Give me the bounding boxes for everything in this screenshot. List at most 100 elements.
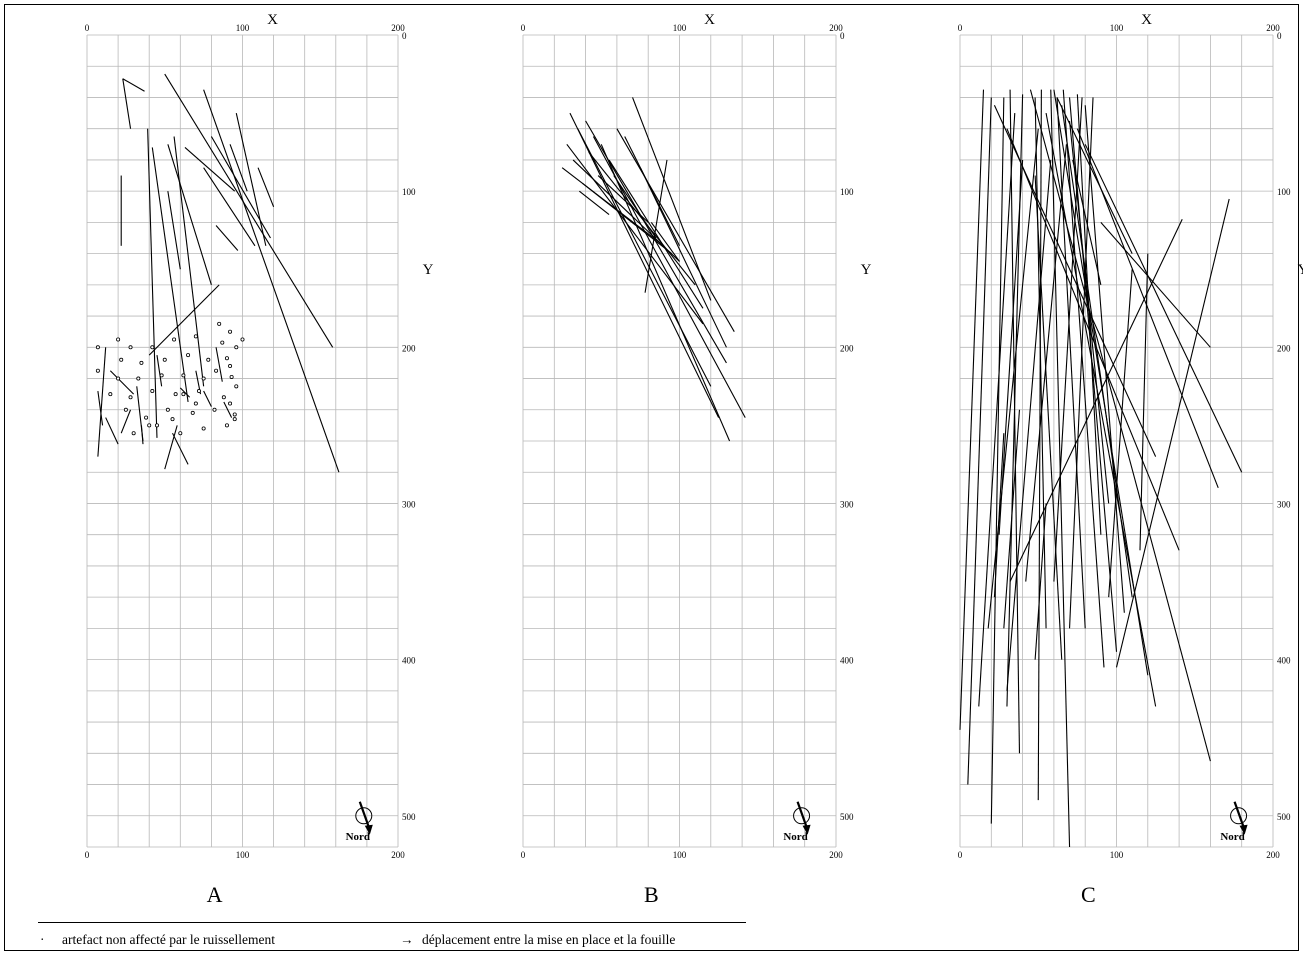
compass-needle bbox=[358, 801, 371, 831]
displacement-line bbox=[1056, 97, 1133, 254]
undisturbed-artefacts bbox=[95, 321, 245, 436]
displacement-line bbox=[959, 89, 985, 730]
displacement-line bbox=[632, 97, 712, 301]
compass-arrowhead bbox=[1239, 824, 1248, 835]
y-tick-label: 500 bbox=[402, 812, 416, 822]
y-tick-label: 500 bbox=[840, 812, 854, 822]
x-tick-label-top: 100 bbox=[236, 23, 250, 33]
x-axis-title: X bbox=[1141, 12, 1152, 28]
artefact-dot bbox=[232, 417, 237, 422]
legend-undisturbed: · artefact non affecté par le ruisselleme… bbox=[40, 932, 275, 948]
displacement-line bbox=[1069, 120, 1110, 504]
legend-dot-symbol: · bbox=[40, 932, 45, 947]
displacement-line bbox=[1100, 222, 1211, 348]
displacement-line bbox=[1084, 105, 1125, 613]
displacement-line bbox=[1053, 97, 1083, 582]
artefact-dot bbox=[131, 431, 136, 436]
displacement-line bbox=[109, 370, 135, 395]
artefact-dot bbox=[123, 407, 128, 412]
x-axis-title: X bbox=[267, 12, 278, 28]
north-label: Nord bbox=[1220, 831, 1244, 843]
displacement-line bbox=[147, 128, 158, 438]
displacement-line bbox=[577, 128, 712, 387]
displacement-line bbox=[987, 128, 1039, 629]
artefact-dot bbox=[154, 423, 159, 428]
displacement-line bbox=[156, 355, 163, 387]
compass-needle bbox=[796, 801, 809, 831]
artefact-dot bbox=[217, 321, 222, 326]
panel-grid bbox=[522, 34, 837, 848]
x-tick-label-top: 200 bbox=[391, 23, 405, 33]
artefact-dot bbox=[144, 415, 149, 420]
artefact-dot bbox=[139, 360, 144, 365]
displacement-line bbox=[1115, 198, 1230, 668]
y-tick-label: 100 bbox=[1277, 187, 1291, 197]
legend-undisturbed-label: artefact non affecté par le ruissellemen… bbox=[62, 932, 276, 947]
displacement-line bbox=[140, 425, 144, 445]
north-label: Nord bbox=[346, 831, 370, 843]
artefact-dot bbox=[228, 401, 233, 406]
artefact-dot bbox=[190, 410, 195, 415]
displacement-line bbox=[105, 417, 119, 445]
displacement-line bbox=[1084, 144, 1243, 473]
displacement-line bbox=[167, 144, 212, 286]
displacement-line bbox=[582, 182, 673, 255]
panel-letter: B bbox=[644, 882, 659, 907]
artefact-dot bbox=[240, 337, 245, 342]
compass-arrowhead bbox=[364, 824, 373, 835]
displacement-line bbox=[1034, 175, 1063, 660]
x-tick-label-top: 200 bbox=[1266, 23, 1280, 33]
y-tick-label: 400 bbox=[840, 656, 854, 666]
artefact-dot bbox=[228, 364, 233, 369]
displacement-line bbox=[1053, 89, 1149, 676]
displacement-line bbox=[229, 144, 248, 192]
displacement-line bbox=[644, 159, 668, 293]
displacement-line bbox=[1108, 269, 1133, 598]
x-tick-label-bottom: 100 bbox=[673, 850, 687, 860]
artefact-dot bbox=[165, 407, 170, 412]
y-tick-label: 100 bbox=[840, 187, 854, 197]
artefact-dot bbox=[224, 356, 229, 361]
north-compass-icon: Nord bbox=[783, 801, 811, 843]
displacement-line bbox=[172, 432, 189, 465]
compass-needle bbox=[1233, 801, 1246, 831]
artefact-dot bbox=[201, 376, 206, 381]
displacement-line bbox=[167, 191, 181, 270]
displacement-line bbox=[1139, 253, 1149, 551]
x-tick-label-bottom: 0 bbox=[85, 850, 90, 860]
artefact-dot bbox=[128, 395, 133, 400]
displacement-line bbox=[122, 78, 132, 129]
artefact-dot bbox=[221, 395, 226, 400]
displacement-line bbox=[97, 347, 107, 457]
displacement-lines bbox=[97, 73, 340, 473]
displacement-line bbox=[569, 112, 720, 418]
displacement-line bbox=[1006, 159, 1052, 691]
displacement-line bbox=[148, 284, 220, 356]
compass-arrowhead bbox=[802, 824, 811, 835]
displacement-lines bbox=[959, 89, 1243, 848]
artefact-dot bbox=[234, 345, 239, 350]
displacement-line bbox=[235, 112, 267, 246]
y-tick-label: 300 bbox=[840, 499, 854, 509]
displacement-line bbox=[164, 425, 178, 470]
legend-arrow-symbol: → bbox=[400, 932, 414, 947]
artefact-dot bbox=[116, 376, 121, 381]
displacement-line bbox=[608, 159, 704, 309]
artefact-dot bbox=[170, 417, 175, 422]
displacement-line bbox=[203, 89, 340, 473]
x-tick-label-top: 100 bbox=[673, 23, 687, 33]
y-tick-label: 300 bbox=[402, 499, 416, 509]
y-tick-label: 400 bbox=[402, 656, 416, 666]
artefact-dot bbox=[178, 431, 183, 436]
y-tick-label: 100 bbox=[402, 187, 416, 197]
north-label: Nord bbox=[783, 831, 807, 843]
displacement-line bbox=[1069, 97, 1094, 629]
displacement-line bbox=[164, 73, 334, 348]
y-tick-label: 0 bbox=[402, 31, 407, 41]
legend-displacement-label: déplacement entre la mise en place et la… bbox=[422, 932, 676, 947]
x-tick-label-bottom: 200 bbox=[1266, 850, 1280, 860]
displacement-line bbox=[967, 97, 992, 785]
displacement-line bbox=[223, 401, 233, 418]
displacement-line bbox=[572, 159, 680, 262]
